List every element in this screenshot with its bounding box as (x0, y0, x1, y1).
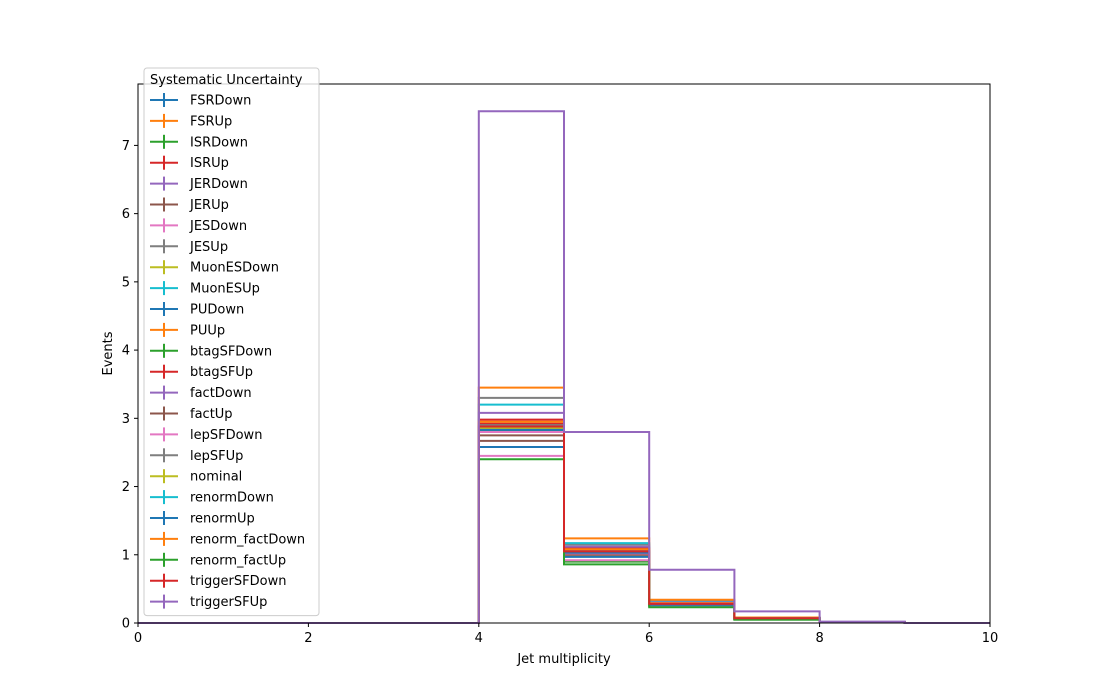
y-tick-label: 1 (122, 548, 130, 563)
legend-label: renorm_factDown (190, 532, 305, 547)
legend: Systematic Uncertainty FSRDown FSRUp ISRDo… (143, 67, 320, 617)
legend-entry: lepSFUp (150, 448, 243, 464)
y-tick-label: 3 (122, 412, 130, 427)
y-tick-label: 4 (122, 344, 130, 359)
legend-entry: btagSFDown (150, 343, 272, 359)
legend-label: MuonESDown (190, 261, 279, 276)
legend-entry: lepSFDown (150, 427, 262, 443)
y-axis-label: Events (101, 331, 116, 375)
legend-entry: MuonESUp (150, 281, 260, 297)
legend-label: triggerSFDown (190, 574, 286, 589)
y-tick-label: 5 (122, 275, 130, 290)
legend-label: ISRUp (190, 156, 229, 171)
legend-title: Systematic Uncertainty (150, 73, 303, 88)
x-tick-label: 0 (134, 631, 142, 646)
legend-label: btagSFUp (190, 365, 253, 380)
legend-label: renormUp (190, 512, 255, 527)
legend-label: triggerSFUp (190, 595, 267, 610)
legend-entry: FSRUp (150, 113, 232, 129)
legend-label: JERDown (189, 177, 248, 192)
legend-label: lepSFUp (190, 449, 243, 464)
legend-label: FSRUp (190, 114, 232, 129)
legend-entry: JESUp (150, 239, 228, 255)
x-tick-label: 10 (982, 631, 999, 646)
legend-entry: ISRUp (150, 155, 229, 171)
legend-label: renorm_factUp (190, 553, 286, 568)
legend-entry: PUDown (150, 302, 244, 318)
legend-entry: FSRDown (150, 93, 251, 109)
legend-entry: JERUp (150, 197, 229, 213)
legend-entry: MuonESDown (150, 260, 279, 276)
legend-label: JERUp (189, 198, 229, 213)
legend-label: lepSFDown (190, 428, 262, 443)
legend-box (143, 67, 320, 617)
legend-label: btagSFDown (190, 344, 272, 359)
y-tick-label: 0 (122, 617, 130, 632)
legend-label: JESUp (189, 240, 228, 255)
legend-entry: triggerSFDown (150, 573, 286, 589)
x-tick-label: 4 (475, 631, 483, 646)
legend-label: PUDown (190, 303, 244, 318)
legend-label: FSRDown (190, 94, 251, 109)
x-tick-label: 6 (645, 631, 653, 646)
legend-entry: JERDown (150, 176, 248, 192)
legend-label: PUUp (190, 323, 225, 338)
plot-frame (137, 83, 991, 624)
legend-entry: factUp (150, 406, 233, 422)
legend-label: JESDown (189, 219, 247, 234)
legend-label: renormDown (190, 491, 274, 506)
legend-entry: renorm_factDown (150, 531, 305, 547)
legend-entry: renorm_factUp (150, 552, 286, 568)
legend-label: ISRDown (190, 135, 248, 150)
y-tick-label: 6 (122, 207, 130, 222)
legend-entry: factDown (150, 385, 252, 401)
legend-entry: ISRDown (150, 134, 248, 150)
legend-entry: triggerSFUp (150, 594, 267, 610)
y-tick-label: 2 (122, 480, 130, 495)
legend-label: factDown (190, 386, 252, 401)
x-tick-label: 2 (304, 631, 312, 646)
legend-label: MuonESUp (190, 282, 260, 297)
y-axis-ticks: 0 1 2 3 4 5 6 7 (122, 139, 138, 632)
legend-entry: JESDown (150, 218, 247, 234)
legend-entry: nominal (150, 469, 242, 485)
x-tick-label: 8 (815, 631, 823, 646)
legend-label: factUp (190, 407, 233, 422)
x-axis-ticks: 0 2 4 6 8 10 (134, 623, 998, 646)
y-tick-label: 7 (122, 139, 130, 154)
legend-label: nominal (190, 470, 242, 485)
x-axis-label: Jet multiplicity (516, 652, 611, 667)
legend-entry: renormDown (150, 490, 274, 506)
legend-entry: PUUp (150, 322, 225, 338)
legend-entry: btagSFUp (150, 364, 253, 380)
legend-items: FSRDown FSRUp ISRDown ISRUp JERDown JERUp JESD… (150, 93, 305, 610)
legend-entry: renormUp (150, 511, 255, 527)
